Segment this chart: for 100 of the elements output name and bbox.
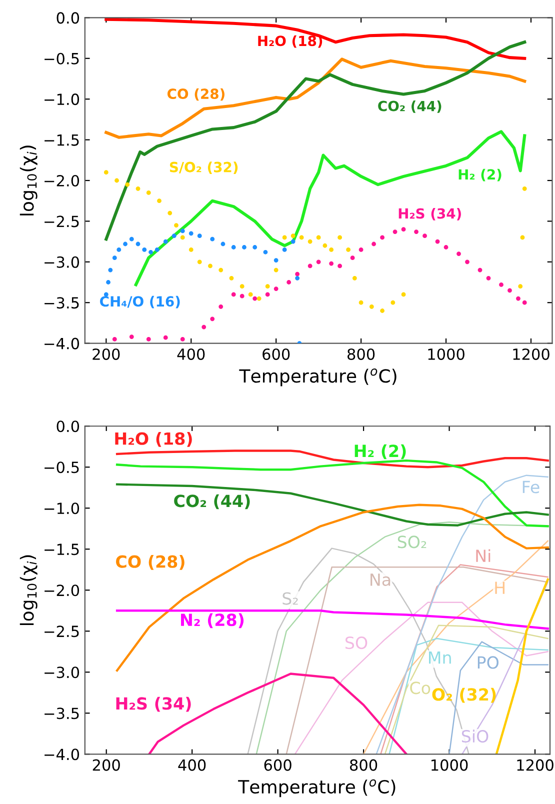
y-axis-title: log$_{10}$(χ$_{i}$) [20,146,38,216]
point [123,242,128,246]
point [157,198,162,204]
point [338,235,342,240]
point [380,235,384,240]
point [274,268,278,272]
point [197,234,202,238]
point [240,284,244,289]
point [401,227,406,232]
point [435,239,440,244]
point [299,235,304,240]
point [163,239,168,244]
point [180,235,185,240]
series-label: Fe [522,480,540,494]
point [520,235,525,240]
point [392,230,398,234]
point [248,292,253,297]
point [522,186,527,191]
point [265,284,270,289]
point [522,300,527,305]
point [210,236,215,242]
point [136,242,140,246]
point [240,294,244,298]
y-tick-label: −0.5 [44,52,79,64]
point [372,242,376,246]
point [114,178,119,183]
point [290,234,296,238]
x-tick-label: 1000 [428,348,464,360]
point [256,296,262,301]
point [168,210,172,216]
series-label: H₂O (18) [115,432,192,447]
y-tick-label: −3.0 [44,666,80,678]
point [136,186,140,191]
series-label: CO (28) [167,88,224,101]
point [174,223,178,228]
point [218,268,224,272]
point [329,247,334,252]
point [486,276,491,280]
point [252,245,258,250]
point [180,337,185,342]
point [390,300,396,305]
line-series [116,459,549,528]
point [352,276,357,280]
x-axis-title: Temperature ($^{o}$C) [238,779,396,798]
series-label: CH₄/O (16) [100,296,180,308]
line-series [104,58,526,139]
series-label: Co [410,682,430,694]
point [350,256,355,260]
point [329,261,334,266]
point [142,247,147,252]
point [210,316,215,322]
point [146,337,151,342]
y-tick-label: −4.0 [44,748,80,760]
point [172,234,176,238]
point [316,260,321,264]
line-series [134,130,526,286]
point [229,276,234,280]
x-tick-label: 600 [264,759,292,771]
point [112,337,117,342]
line-series [148,672,408,754]
point [308,239,312,244]
y-tick-label: 0.0 [56,420,80,432]
series-label: CO₂ (44) [174,494,250,510]
series-label: Na [370,574,390,586]
y-tick-label: −2.5 [44,216,79,228]
y-tick-label: −3.0 [44,256,80,268]
y-tick-label: −2.5 [44,626,79,638]
series-label: S₂ [282,592,298,605]
y-tick-label: −4.0 [44,338,80,350]
point [163,335,168,340]
y-tick-label: −3.5 [44,708,79,720]
y-tick-label: −2.0 [44,174,80,187]
x-tick-label: 1200 [513,348,550,360]
point [380,308,384,313]
x-tick-label: 200 [92,348,120,360]
y-tick-label: 0.0 [56,12,80,24]
y-tick-label: −3.5 [44,297,79,309]
point [290,239,296,244]
point [263,250,268,254]
line-series [116,610,549,630]
point [286,280,292,284]
point [295,276,300,280]
point [414,230,418,234]
series-label: SiO [462,730,488,743]
point [346,247,351,252]
point [282,247,287,252]
point [499,282,504,287]
series-label: N₂ (28) [181,613,244,628]
point [129,236,134,242]
series-label: H₂S (34) [116,696,191,712]
series-label: CO₂ (44) [378,100,442,113]
series-label: S/O₂ (32) [170,162,238,174]
series-label: O₂ (32) [432,688,496,703]
point [265,292,270,297]
point [148,250,153,254]
series-label: H [495,582,504,594]
series-label: H₂ (2) [458,168,502,182]
point [231,245,236,250]
point [112,256,117,260]
y-tick-label: −0.5 [44,462,79,474]
